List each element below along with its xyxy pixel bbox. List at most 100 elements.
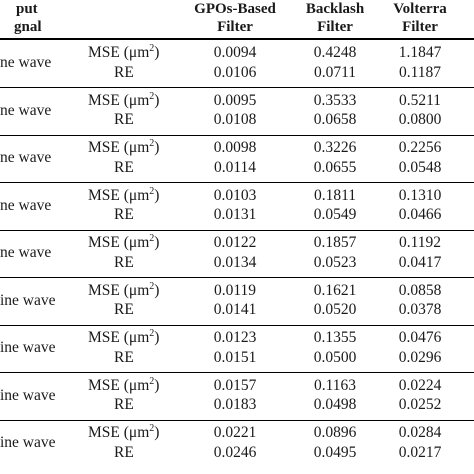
cell-mse-volterra: 0.2256 — [398, 139, 442, 156]
mse-label-text: MSE (μm — [88, 376, 150, 394]
row-re-label: RE — [114, 301, 134, 318]
cell-mse-gpos: 0.0123 — [213, 329, 257, 346]
header-volterra-filter-line1: Volterra — [393, 1, 447, 17]
cell-mse-backlash: 0.1163 — [313, 376, 357, 394]
mse-label-sup: 2 — [149, 280, 155, 292]
header-volterra-filter-line2: Filter — [402, 19, 438, 35]
cell-mse-backlash: 0.1621 — [313, 281, 357, 299]
header-backlash-filter-line1: Backlash — [305, 1, 365, 17]
mse-label-sup: 2 — [149, 375, 155, 387]
cell-mse-volterra: 1.1847 — [398, 44, 442, 61]
cell-mse-volterra: 0.5211 — [398, 91, 442, 109]
cell-mse-gpos: 0.0094 — [213, 44, 257, 61]
row-mse-label: MSE (μm2) — [88, 44, 160, 61]
header-backlash-filter-line2: Filter — [317, 19, 353, 35]
cell-re-volterra: 0.0800 — [398, 111, 442, 128]
mse-label-close: ) — [154, 281, 160, 299]
mse-label-close: ) — [154, 329, 160, 346]
cell-re-gpos: 0.0141 — [213, 301, 257, 318]
cell-re-backlash: 0.0655 — [313, 158, 357, 176]
row-re-label: RE — [114, 158, 134, 176]
mse-label-close: ) — [154, 376, 160, 394]
row-re-label: RE — [114, 348, 134, 366]
mse-label-text: MSE (μm — [88, 139, 150, 156]
mse-label-sup: 2 — [149, 233, 155, 244]
mse-label-close: ) — [154, 44, 160, 61]
mse-label-text: MSE (μm — [88, 91, 150, 109]
cell-re-volterra: 0.0252 — [398, 396, 442, 413]
cell-mse-backlash: 0.1857 — [313, 234, 357, 251]
row-divider — [0, 277, 474, 278]
cell-mse-gpos: 0.0157 — [213, 376, 257, 394]
row-divider — [0, 419, 474, 421]
cell-mse-backlash: 0.1811 — [313, 186, 357, 204]
cell-mse-volterra: 0.0284 — [398, 424, 442, 441]
row-divider — [0, 182, 474, 183]
cell-re-volterra: 0.0296 — [398, 348, 442, 366]
cell-mse-gpos: 0.0221 — [213, 424, 257, 441]
header-gpos-filter-line2: Filter — [217, 19, 253, 35]
cell-re-volterra: 0.0378 — [398, 301, 442, 318]
cell-mse-gpos: 0.0095 — [213, 91, 257, 109]
header-gpos-filter-line1: GPOs-Based — [194, 1, 276, 17]
row-signal-label: ine wave — [0, 386, 56, 404]
cell-re-backlash: 0.0711 — [313, 63, 357, 81]
mse-label-text: MSE (μm — [88, 186, 150, 204]
cell-mse-volterra: 0.1192 — [398, 234, 442, 251]
cell-re-gpos: 0.0183 — [213, 396, 257, 413]
row-re-label: RE — [114, 443, 134, 461]
mse-label-text: MSE (μm — [88, 281, 150, 299]
cell-re-gpos: 0.0131 — [213, 206, 257, 223]
cell-re-volterra: 0.0548 — [398, 158, 442, 176]
mse-label-close: ) — [154, 424, 160, 441]
cell-re-volterra: 0.1187 — [398, 63, 442, 81]
cell-mse-backlash: 0.4248 — [313, 44, 357, 61]
cell-mse-gpos: 0.0098 — [213, 139, 257, 156]
cell-mse-backlash: 0.0896 — [313, 424, 357, 441]
mse-label-text: MSE (μm — [88, 44, 150, 61]
cell-re-backlash: 0.0498 — [313, 396, 357, 413]
row-signal-label: ine wave — [0, 291, 56, 309]
cell-re-gpos: 0.0134 — [213, 253, 257, 271]
cell-mse-backlash: 0.3533 — [313, 91, 357, 109]
cell-re-backlash: 0.0520 — [313, 301, 357, 318]
cell-re-gpos: 0.0114 — [213, 158, 257, 176]
cell-mse-volterra: 0.1310 — [398, 186, 442, 204]
row-mse-label: MSE (μm2) — [88, 139, 160, 156]
mse-label-close: ) — [154, 186, 160, 204]
row-divider — [0, 372, 474, 373]
mse-label-text: MSE (μm — [88, 424, 150, 441]
row-signal-label: ne wave — [0, 244, 52, 261]
cell-mse-volterra: 0.0476 — [398, 329, 442, 346]
row-divider — [0, 134, 474, 136]
row-re-label: RE — [114, 206, 134, 223]
cell-mse-gpos: 0.0119 — [213, 281, 257, 299]
mse-label-close: ) — [154, 139, 160, 156]
cell-re-volterra: 0.0217 — [398, 443, 442, 461]
cell-re-gpos: 0.0108 — [213, 111, 257, 128]
mse-label-sup: 2 — [149, 423, 155, 434]
mse-label-sup: 2 — [149, 185, 155, 197]
cell-re-gpos: 0.0151 — [213, 348, 257, 366]
cell-mse-backlash: 0.3226 — [313, 139, 357, 156]
row-re-label: RE — [114, 396, 134, 413]
row-re-label: RE — [114, 111, 134, 128]
row-signal-label: ne wave — [0, 149, 52, 166]
cell-re-volterra: 0.0417 — [398, 253, 442, 271]
cell-re-backlash: 0.0500 — [313, 348, 357, 366]
cell-re-gpos: 0.0106 — [213, 63, 257, 81]
row-signal-label: ine wave — [0, 434, 56, 451]
row-signal-label: ne wave — [0, 101, 52, 119]
cell-re-volterra: 0.0466 — [398, 206, 442, 223]
mse-label-close: ) — [154, 234, 160, 251]
mse-label-text: MSE (μm — [88, 234, 150, 251]
row-signal-label: ine wave — [0, 339, 56, 356]
row-mse-label: MSE (μm2) — [88, 328, 160, 346]
cell-re-backlash: 0.0549 — [313, 206, 357, 223]
header-input-signal-line1: put — [16, 1, 38, 17]
row-re-label: RE — [114, 63, 134, 81]
mse-label-sup: 2 — [149, 90, 155, 102]
row-signal-label: ne wave — [0, 54, 52, 71]
cell-mse-gpos: 0.0103 — [213, 186, 257, 204]
mse-label-sup: 2 — [149, 328, 155, 339]
